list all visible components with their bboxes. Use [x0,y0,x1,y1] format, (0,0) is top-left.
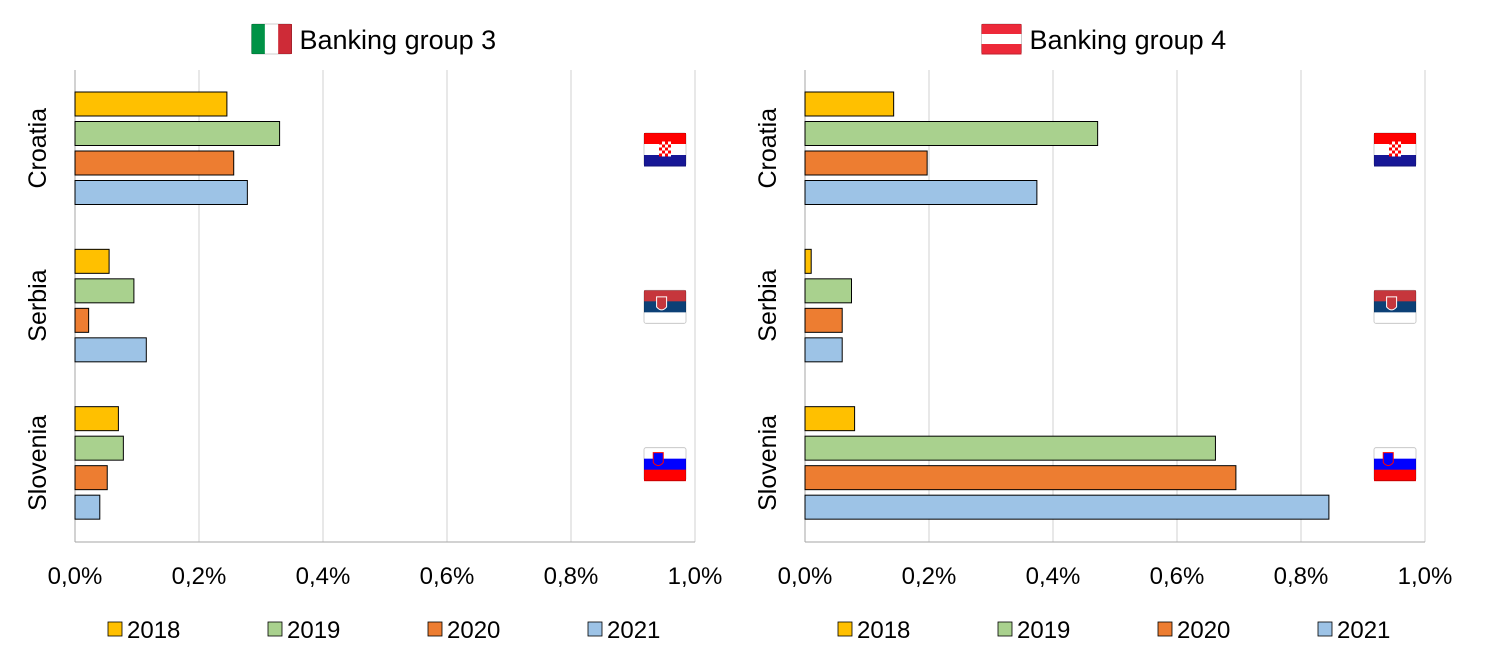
bar [74,278,135,304]
bar [804,465,1237,491]
bar [74,91,228,117]
bar [804,121,1099,146]
bar [74,435,124,461]
y-category-label: Croatia [24,108,52,189]
bar [804,91,895,117]
bar [74,465,108,491]
bar [804,494,1330,520]
chart-panel-banking-group-3: 0,0% 0,2% 0,4% 0,6% 0,8% 1,0% Banking group 3 C… [0,0,754,665]
bar [74,494,101,520]
legend-swatch [427,621,443,637]
bar [74,180,248,205]
legend-swatch [587,621,603,637]
bar [804,180,1038,205]
legend-label: 2020 [447,617,500,644]
bar [804,150,928,176]
x-tick-label: 0,4% [296,563,351,590]
y-category-label: Slovenia [24,415,52,511]
x-tick-label: 0,6% [420,563,475,590]
bar [804,435,1216,461]
country-flag-icon [1373,447,1417,482]
x-tick-label: 0,6% [1150,563,1205,590]
bar-chart-banking-group-3: 0,0% 0,2% 0,4% 0,6% 0,8% 1,0% Banking group 3 C… [24,23,723,644]
x-tick-label: 1,0% [1398,563,1453,590]
bar [74,307,90,333]
y-category-label: Serbia [754,269,782,341]
country-flag-icon [643,447,687,482]
title-flag-icon [981,23,1022,55]
y-category-label: Slovenia [754,415,782,511]
chart-panel-banking-group-4: 0,0% 0,2% 0,4% 0,6% 0,8% 1,0% Banking group 4 C… [730,0,1484,665]
bar [74,337,147,363]
x-tick-label: 0,2% [172,563,227,590]
chart-title: Banking group 3 [300,25,497,55]
bar [804,248,812,274]
country-flag-icon [1373,289,1417,324]
legend-swatch [267,621,283,637]
x-tick-label: 1,0% [668,563,723,590]
bar [804,278,852,304]
legend-label: 2019 [1017,617,1070,644]
country-flag-icon [643,289,687,324]
legend-swatch [107,621,123,637]
y-category-label: Serbia [24,269,52,341]
legend-label: 2018 [127,617,180,644]
legend-label: 2021 [607,617,660,644]
chart-title: Banking group 4 [1030,25,1227,55]
legend-label: 2020 [1177,617,1230,644]
legend-swatch [997,621,1013,637]
x-tick-label: 0,8% [544,563,599,590]
bar-chart-banking-group-4: 0,0% 0,2% 0,4% 0,6% 0,8% 1,0% Banking group 4 C… [754,23,1453,644]
legend-label: 2019 [287,617,340,644]
legend-swatch [837,621,853,637]
bar [804,337,843,363]
bar [804,307,843,333]
bar [74,150,235,176]
x-tick-label: 0,4% [1026,563,1081,590]
legend-label: 2021 [1337,617,1390,644]
x-tick-label: 0,0% [48,563,103,590]
bar [74,248,110,274]
legend-swatch [1317,621,1333,637]
legend-swatch [1157,621,1173,637]
x-tick-label: 0,2% [902,563,957,590]
bar [804,406,856,432]
legend-label: 2018 [857,617,910,644]
title-flag-icon [251,23,292,55]
country-flag-icon [643,132,687,167]
bar [74,121,281,146]
country-flag-icon [1373,132,1417,167]
bar [74,406,119,432]
x-tick-label: 0,0% [778,563,833,590]
x-tick-label: 0,8% [1274,563,1329,590]
y-category-label: Croatia [754,108,782,189]
